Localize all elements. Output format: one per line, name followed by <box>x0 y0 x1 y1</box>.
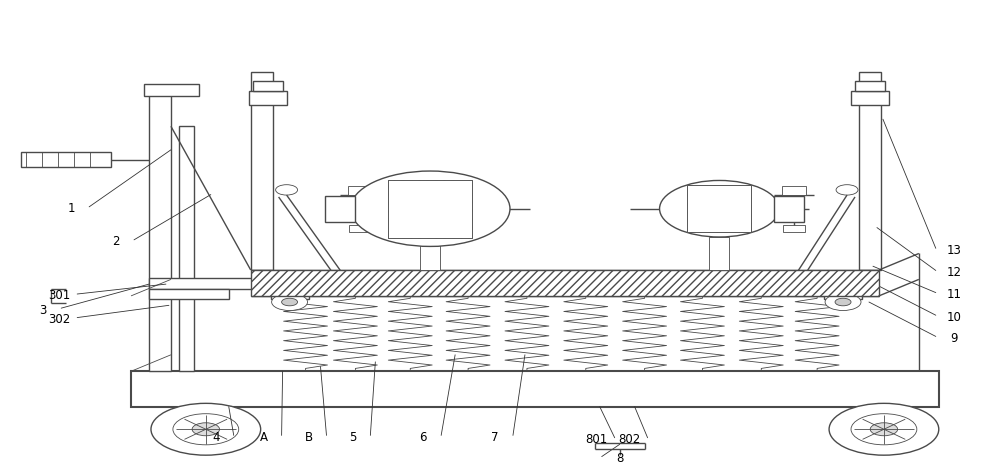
Bar <box>851 91 889 105</box>
Circle shape <box>272 293 308 310</box>
Circle shape <box>870 423 898 436</box>
Bar <box>249 91 287 105</box>
Bar <box>325 196 355 222</box>
Circle shape <box>836 185 858 195</box>
Text: 801: 801 <box>586 433 608 446</box>
Text: 4: 4 <box>212 431 220 444</box>
Circle shape <box>350 171 510 246</box>
Text: 8: 8 <box>616 452 623 465</box>
Bar <box>149 91 171 371</box>
Bar <box>144 84 199 96</box>
Bar <box>687 185 751 232</box>
Bar <box>131 371 939 407</box>
Text: 10: 10 <box>946 310 961 324</box>
Bar <box>687 185 751 232</box>
Text: 3: 3 <box>40 303 47 317</box>
Text: 301: 301 <box>48 290 70 302</box>
Bar <box>774 196 804 222</box>
Bar <box>824 292 862 299</box>
Text: 11: 11 <box>946 288 961 301</box>
Text: 13: 13 <box>946 244 961 257</box>
Bar <box>388 180 472 238</box>
Bar <box>855 82 885 91</box>
Circle shape <box>660 181 779 237</box>
Bar <box>271 292 309 299</box>
Text: 7: 7 <box>491 431 499 444</box>
Bar <box>251 270 879 296</box>
Bar <box>149 289 229 299</box>
Text: 2: 2 <box>112 235 120 248</box>
Circle shape <box>192 423 220 436</box>
Circle shape <box>829 403 939 455</box>
Circle shape <box>778 284 800 295</box>
Bar <box>349 225 371 232</box>
Bar <box>253 82 283 91</box>
Bar <box>348 186 372 195</box>
Bar <box>782 186 806 195</box>
Bar <box>859 72 881 270</box>
Bar <box>420 237 440 270</box>
Circle shape <box>835 298 851 306</box>
Text: 12: 12 <box>946 266 961 279</box>
Bar <box>388 180 472 238</box>
Text: B: B <box>304 431 313 444</box>
Circle shape <box>276 185 298 195</box>
Bar <box>21 152 111 167</box>
Bar <box>149 278 254 289</box>
Circle shape <box>151 403 261 455</box>
Bar <box>251 72 273 270</box>
Circle shape <box>339 284 361 295</box>
Bar <box>179 126 194 371</box>
Text: 5: 5 <box>349 431 356 444</box>
Text: 6: 6 <box>419 431 427 444</box>
Circle shape <box>282 298 298 306</box>
Text: A: A <box>260 431 268 444</box>
Bar <box>783 225 805 232</box>
Text: 802: 802 <box>619 433 641 446</box>
Circle shape <box>173 414 239 445</box>
Circle shape <box>851 414 917 445</box>
Bar <box>709 237 729 270</box>
Circle shape <box>825 293 861 310</box>
Text: 1: 1 <box>67 202 75 215</box>
Text: 302: 302 <box>48 313 70 326</box>
Text: 9: 9 <box>950 332 957 345</box>
